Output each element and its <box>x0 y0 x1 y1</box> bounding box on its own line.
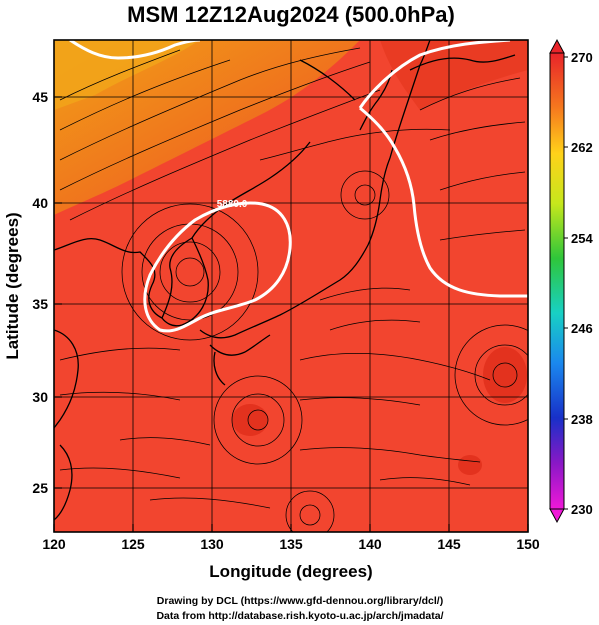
y-tick-label: 25 <box>32 480 48 496</box>
colorbar <box>549 38 568 524</box>
y-tick-label: 40 <box>32 195 48 211</box>
y-axis-label: Latitude (degrees) <box>3 212 22 359</box>
warm-core-se <box>458 455 482 475</box>
x-tick-label: 120 <box>42 536 66 552</box>
y-tick-label: 30 <box>32 389 48 405</box>
coastlines <box>54 40 516 521</box>
height-contour-5880 <box>69 40 528 333</box>
x-axis-label: Longitude (degrees) <box>209 562 372 581</box>
x-tick-label: 145 <box>437 536 461 552</box>
colorbar-tick-label: 230 <box>571 502 593 517</box>
map-title: MSM 12Z12Aug2024 (500.0hPa) <box>127 2 455 27</box>
colorbar-tick-label: 254 <box>571 231 593 246</box>
colorbar-tick-label: 270 <box>571 50 593 65</box>
y-tick-label: 45 <box>32 89 48 105</box>
warm-core-south <box>232 404 268 436</box>
credit-data: Data from http://database.rish.kyoto-u.a… <box>156 610 443 622</box>
warm-core-east <box>483 347 527 403</box>
credit-drawing: Drawing by DCL (https://www.gfd-dennou.o… <box>157 595 443 607</box>
x-tick-label: 130 <box>200 536 224 552</box>
warmest-region <box>54 40 200 110</box>
x-tick-label: 150 <box>516 536 540 552</box>
wind-streamlines <box>59 47 528 532</box>
x-tick-label: 140 <box>358 536 382 552</box>
map-plot-area: 5880.0 <box>54 40 528 532</box>
colorbar-scale <box>549 52 565 510</box>
colorbar-tick-label: 246 <box>571 321 593 336</box>
x-tick-marks <box>53 96 529 532</box>
warm-air-band <box>54 40 360 215</box>
colorbar-min-arrow <box>549 508 565 524</box>
contour-label: 5880.0 <box>217 199 248 210</box>
y-tick-label: 35 <box>32 296 48 312</box>
colorbar-tick-label: 262 <box>571 140 593 155</box>
colorbar-max-arrow <box>549 38 565 54</box>
colorbar-tick-label: 238 <box>571 412 593 427</box>
x-tick-label: 125 <box>121 536 145 552</box>
x-tick-label: 135 <box>279 536 303 552</box>
